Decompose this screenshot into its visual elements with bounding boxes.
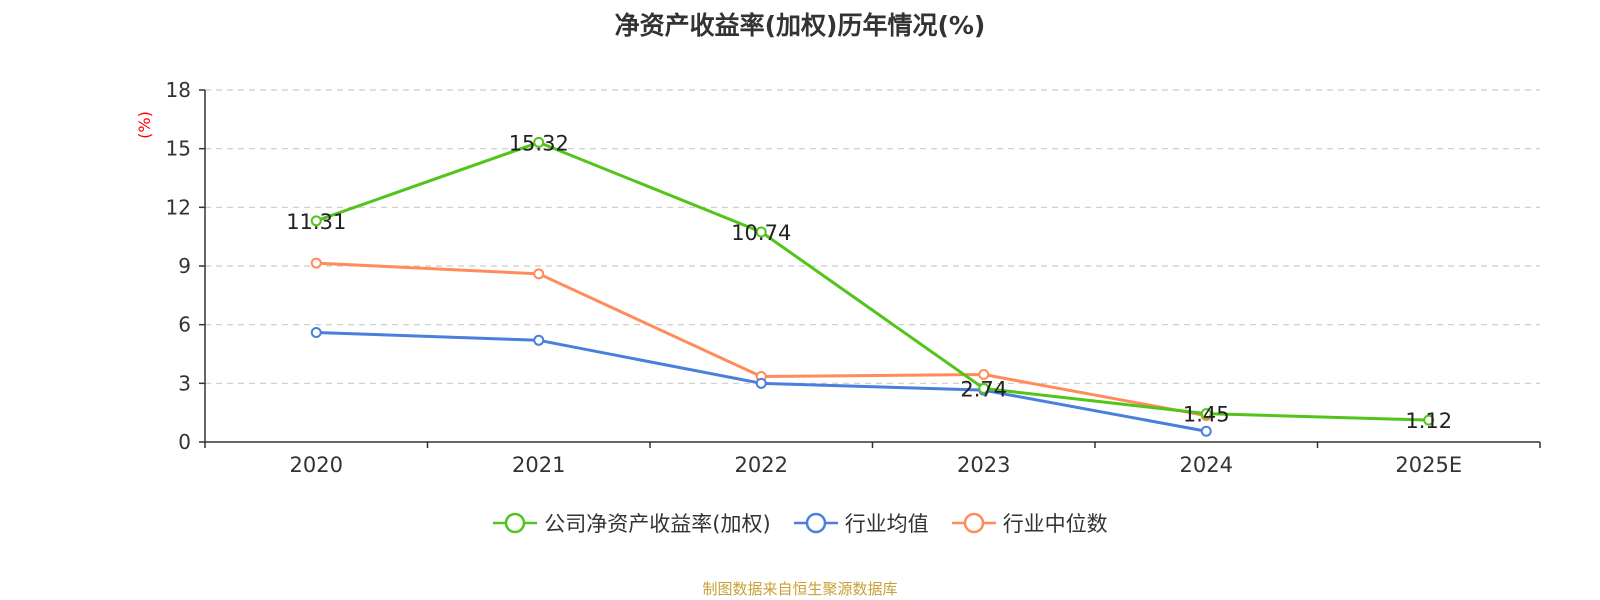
axes: 0 3 6 9 12 15 18 (%) 2020 2021 2022 2023 2024 2025E [135,78,1541,477]
y-tick-label: 3 [178,371,191,395]
grid-lines [205,89,1540,384]
data-point [1200,425,1212,437]
data-point [310,215,322,227]
legend-swatch-icon [493,512,538,534]
data-label: 11.31 [286,210,346,234]
y-axis-label: (%) [135,111,154,139]
legend-item[interactable]: 行业中位数 [951,508,1108,538]
data-labels: 11.31 15.32 10.74 2.74 1.45 1.12 [286,131,1452,433]
x-tick-label: 2025E [1395,453,1462,477]
y-tick-label: 15 [166,137,191,161]
legend-swatch-icon [951,512,996,534]
y-tick-label: 6 [178,313,191,337]
data-label: 1.45 [1183,403,1230,427]
y-tick-label: 12 [166,195,191,219]
data-point [310,257,322,269]
data-label: 15.32 [509,131,569,155]
chart-title: 净资产收益率(加权)历年情况(%) [614,11,986,40]
legend-item[interactable]: 公司净资产收益率(加权) [492,508,771,538]
data-point [1423,414,1435,426]
data-point [533,136,545,148]
data-label: 2.74 [960,377,1007,401]
x-tick-label: 2021 [512,453,565,477]
x-tick-label: 2023 [957,453,1010,477]
legend: 公司净资产收益率(加权) 行业均值 行业中位数 [0,508,1600,538]
x-tick-label: 2020 [290,453,343,477]
data-point [533,334,545,346]
series-lines [310,136,1435,437]
series-line [316,261,1207,418]
data-point [755,226,767,238]
y-tick-label: 18 [166,78,191,102]
y-tick-label: 9 [178,254,191,278]
legend-label: 行业中位数 [1002,512,1108,536]
data-label: 1.12 [1405,409,1452,433]
legend-label: 行业均值 [844,512,929,536]
data-point [755,377,767,389]
data-point [978,382,990,394]
x-tick-label: 2022 [735,453,788,477]
y-tick-label: 0 [178,430,191,454]
source-note: 制图数据来自恒生聚源数据库 [702,580,898,598]
legend-swatch-icon [793,512,838,534]
data-point [310,326,322,338]
series-line [315,140,1429,422]
data-point [1200,408,1212,420]
legend-label: 公司净资产收益率(加权) [544,512,771,536]
x-tick-label: 2024 [1180,453,1233,477]
data-label: 10.74 [731,221,791,245]
data-point [978,369,990,381]
legend-item[interactable]: 行业均值 [793,508,929,538]
data-point [533,268,545,280]
